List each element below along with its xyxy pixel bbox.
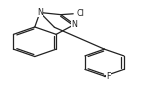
- Text: N: N: [37, 8, 43, 17]
- Text: F: F: [106, 72, 111, 81]
- Text: N: N: [71, 20, 77, 29]
- Text: Cl: Cl: [76, 9, 84, 18]
